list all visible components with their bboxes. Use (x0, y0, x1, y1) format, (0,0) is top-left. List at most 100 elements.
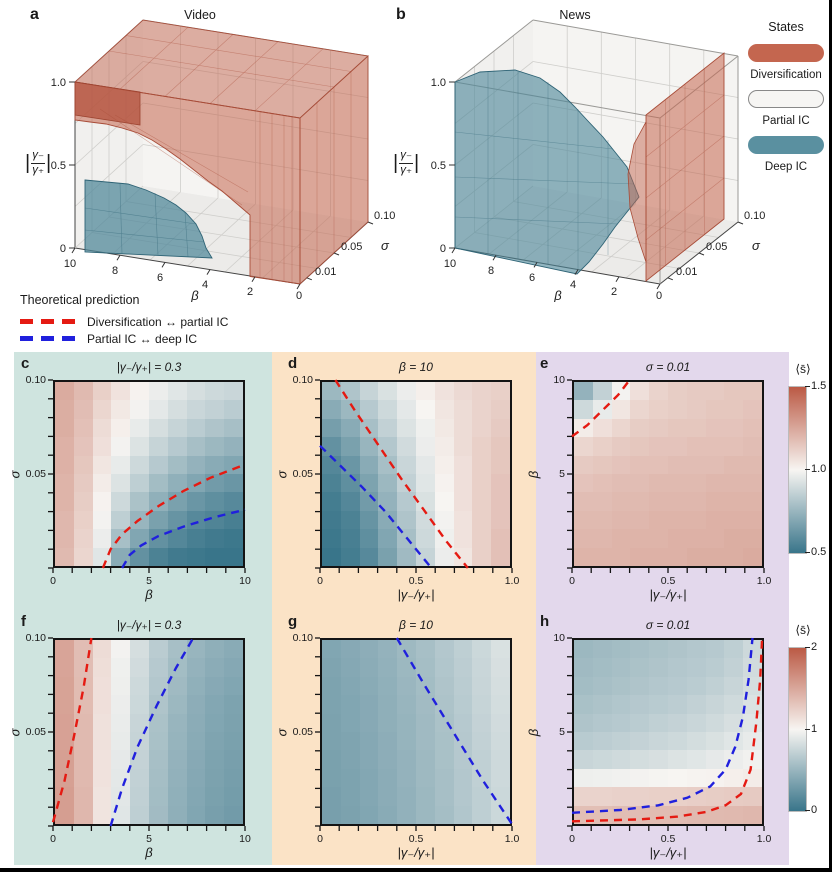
y-tick-label: 10 (553, 632, 565, 644)
theory-legend: Theoretical prediction Diversification ↔… (20, 293, 228, 347)
x-tick-label: 1.0 (504, 833, 520, 845)
theory-legend-row: Partial IC ↔ deep IC (20, 330, 228, 347)
x-tick: 8 (112, 265, 118, 277)
surface-teal (84, 179, 213, 259)
theory-label-diversification-partial: Diversification ↔ partial IC (87, 314, 229, 329)
x-tick-label: 0 (50, 833, 56, 845)
x-axis-label: β (553, 288, 562, 302)
panel-title-a: Video (184, 8, 216, 22)
y-tick-label: 0.05 (25, 468, 46, 480)
x-tick-label: 1.0 (756, 833, 772, 845)
x-tick-label: 0.5 (408, 833, 424, 845)
heatmap-h (572, 638, 764, 826)
panel-title-h: σ = 0.01 (645, 618, 691, 632)
panel-title-c: |γ₋/γ₊| = 0.3 (116, 360, 182, 374)
states-legend: States Diversification Partial IC Deep I… (742, 20, 829, 182)
legend-swatch-diversification (748, 44, 824, 62)
surface-red-bulge (627, 121, 647, 263)
x-tick-label: 0 (317, 575, 323, 587)
panel-label-b: b (396, 6, 406, 23)
x-tick-label: 0 (569, 575, 575, 587)
x-tick: 6 (157, 272, 163, 284)
colorbar-tick: 1.0 (804, 463, 827, 475)
legend-label-diversification: Diversification (750, 69, 822, 81)
x-tick-label: 0 (50, 575, 56, 587)
panel-label-e: e (540, 355, 549, 372)
x-tick: 8 (488, 265, 494, 277)
legend-swatch-partial-ic (748, 90, 824, 108)
y-tick: 0.05 (706, 241, 727, 253)
z-tick: 0.5 (431, 160, 446, 172)
axis-ticks (69, 81, 374, 290)
x-tick-label: 0 (569, 833, 575, 845)
panel-title-e: σ = 0.01 (645, 360, 691, 374)
x-tick: 10 (64, 258, 76, 270)
axis-ticks (449, 81, 744, 290)
colorbar-tick: 0.5 (804, 546, 827, 558)
y-tick-label: 0.05 (292, 468, 313, 480)
y-tick: 0.01 (676, 266, 697, 278)
x-tick-label: 0.5 (408, 575, 424, 587)
x-axis-label: β (190, 288, 199, 302)
surface-teal-mesh (84, 182, 205, 258)
colorbar-top: ⟨s̄⟩ 1.5 1.0 0.5 (786, 362, 829, 572)
x-tick-label: 10 (239, 833, 251, 845)
x-axis-label: |γ₋/γ₊| (649, 845, 687, 860)
panel-title-g: β = 10 (399, 618, 433, 632)
heatmap-d (320, 380, 512, 568)
panel-title-f: |γ₋/γ₊| = 0.3 (116, 618, 182, 632)
x-tick: 4 (202, 279, 208, 291)
y-tick-label: 0.05 (25, 726, 46, 738)
heatmap-c (53, 380, 245, 568)
x-tick-label: 0.5 (660, 833, 676, 845)
panel-title-d: β = 10 (399, 360, 433, 374)
x-tick-label: 10 (239, 575, 251, 587)
heatmap-f (53, 638, 245, 826)
x-tick: 4 (570, 279, 576, 291)
heatmap-g (320, 638, 512, 826)
legend-label-partial-ic: Partial IC (762, 115, 810, 127)
panel-label-c: c (21, 355, 30, 372)
heatmap-e (572, 380, 764, 568)
x-tick: 2 (611, 286, 617, 298)
z-axis-label: | γ₋ γ₊ | (393, 149, 420, 176)
x-tick: 10 (444, 258, 456, 270)
panel-e: e σ = 0.01 |γ₋/γ₊| β 0 0.5 1.0 5 10 (526, 352, 776, 604)
surface-teal-mesh (454, 71, 635, 270)
x-tick-label: 0.5 (660, 575, 676, 587)
x-tick: 0 (656, 290, 662, 302)
z-tick: 0 (60, 243, 66, 255)
x-axis-label: β (145, 845, 153, 860)
panel-title-b: News (559, 8, 591, 22)
surface3d-news: 0 0.5 1.0 10 8 6 4 2 0 β 0.01 0.05 0.10 … (431, 19, 765, 302)
y-tick-label: 5 (559, 468, 565, 480)
x-tick-label: 1.0 (756, 575, 772, 587)
x-tick-label: 5 (146, 833, 152, 845)
legend-swatch-deep-ic (748, 136, 824, 154)
panel-g: g β = 10 |γ₋/γ₊| σ 0 0.5 1.0 0.05 0.10 (274, 610, 524, 862)
panel-label-a: a (30, 6, 39, 23)
panel-label-g: g (288, 613, 298, 630)
colorbar-label: ⟨s̄⟩ (795, 362, 811, 376)
y-tick-label: 0.05 (292, 726, 313, 738)
surface-teal (454, 69, 640, 275)
panel-label-f: f (21, 613, 26, 630)
x-axis-label: |γ₋/γ₊| (649, 587, 687, 602)
colorbar-tick: 2 (804, 641, 818, 653)
z-tick: 1.0 (51, 77, 66, 89)
x-tick-label: 1.0 (504, 575, 520, 587)
y-tick: 0.05 (341, 241, 362, 253)
surface3d-video: 0 0.5 1.0 10 8 6 4 2 0 β 0.01 0.05 0.10 … (51, 19, 395, 302)
surface-red-mesh (99, 26, 352, 283)
x-axis-label: |γ₋/γ₊| (397, 587, 435, 602)
legend-title: States (768, 20, 804, 34)
colorbar-bottom: ⟨s̄⟩ 2 1 0 (786, 623, 829, 833)
x-tick: 0 (296, 290, 302, 302)
panel-label-d: d (288, 355, 298, 372)
colorbar-tick: 0 (804, 804, 818, 816)
surface-red-front (74, 81, 301, 285)
y-tick-label: 0.10 (292, 374, 313, 386)
panel-h: h σ = 0.01 |γ₋/γ₊| β 0 0.5 1.0 5 10 (526, 610, 776, 862)
y-axis-label: σ (381, 238, 390, 253)
